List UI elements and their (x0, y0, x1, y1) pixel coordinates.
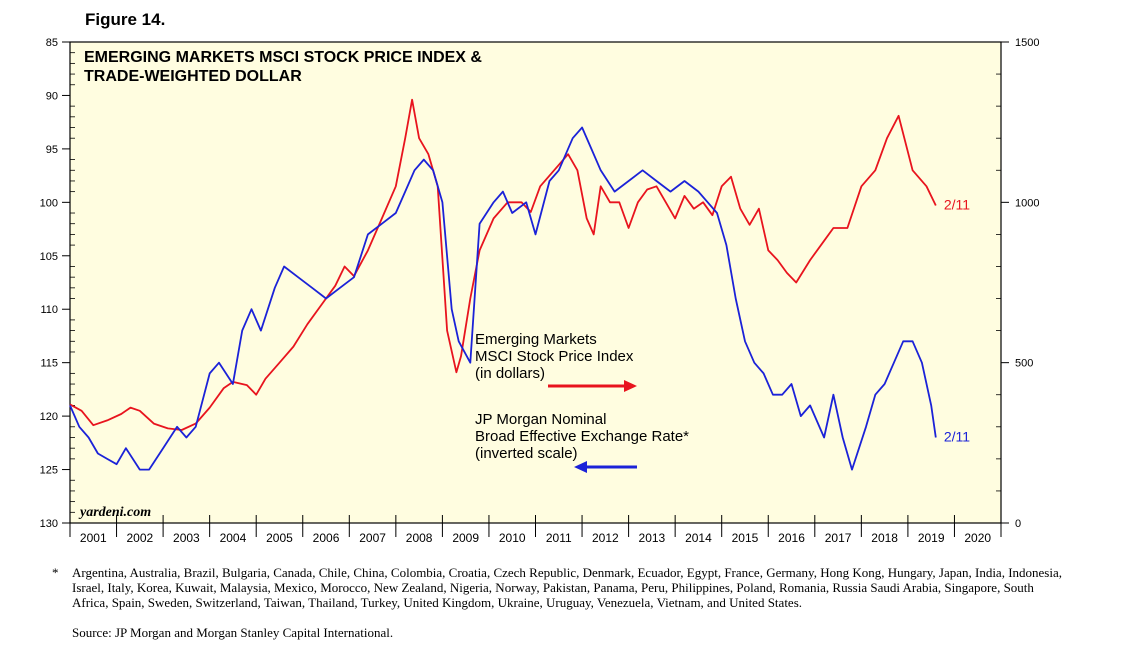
chart-title-line-2: TRADE-WEIGHTED DOLLAR (84, 68, 302, 85)
footnote-star: * (52, 565, 59, 580)
y-right-tick-label: 500 (1015, 358, 1033, 370)
axes: 85 90 95 100 105 110 115 120 125 130 0 500 1000 1500 2… (40, 37, 1040, 545)
x-tick-label: 2020 (964, 531, 991, 545)
x-tick-label: 2015 (732, 531, 759, 545)
y-left-tick-label: 125 (40, 465, 58, 477)
x-tick-label: 2016 (778, 531, 805, 545)
legend-dollar-line-1: JP Morgan Nominal (475, 411, 606, 428)
msci-line (69, 98, 937, 431)
y-left-tick-label: 120 (40, 411, 58, 423)
y-left-tick-label: 130 (40, 518, 58, 530)
x-tick-label: 2010 (499, 531, 526, 545)
x-tick-label: 2018 (871, 531, 898, 545)
y-left-tick-label: 110 (40, 304, 58, 316)
series-layer: 2/11 2/11 (69, 98, 970, 471)
dollar-line (69, 126, 937, 471)
dollar-end-label: 2/11 (944, 428, 970, 444)
x-tick-label: 2005 (266, 531, 293, 545)
chart: 85 90 95 100 105 110 115 120 125 130 0 500 1000 1500 2… (40, 37, 1040, 545)
legend-msci-line-2: MSCI Stock Price Index (475, 348, 634, 365)
x-tick-label: 2002 (126, 531, 153, 545)
legend-msci-line-3: (in dollars) (475, 365, 545, 382)
x-tick-label: 2014 (685, 531, 712, 545)
x-tick-label: 2008 (406, 531, 433, 545)
x-tick-label: 2001 (80, 531, 107, 545)
watermark: yardeni.com (78, 505, 151, 520)
x-tick-label: 2013 (639, 531, 666, 545)
y-left-tick-label: 105 (40, 251, 58, 263)
y-left-tick-label: 95 (46, 144, 58, 156)
x-tick-label: 2004 (220, 531, 247, 545)
footnote-text: Argentina, Australia, Brazil, Bulgaria, … (72, 565, 1062, 610)
y-left-tick-label: 90 (46, 90, 58, 102)
x-tick-label: 2009 (452, 531, 479, 545)
x-tick-label: 2003 (173, 531, 200, 545)
legend-dollar-line-3: (inverted scale) (475, 445, 578, 462)
x-tick-label: 2019 (918, 531, 945, 545)
x-tick-label: 2017 (825, 531, 852, 545)
y-right-tick-label: 0 (1015, 518, 1021, 530)
msci-end-label: 2/11 (944, 197, 970, 213)
x-tick-label: 2006 (313, 531, 340, 545)
y-left-tick-label: 100 (40, 197, 58, 209)
legend-dollar-arrow (574, 461, 637, 473)
x-tick-label: 2011 (546, 531, 572, 545)
legend-msci-arrow (548, 380, 637, 392)
x-tick-label: 2007 (359, 531, 386, 545)
source-note: Source: JP Morgan and Morgan Stanley Cap… (72, 625, 394, 640)
legend-dollar-line-2: Broad Effective Exchange Rate* (475, 428, 689, 445)
plot-area (69, 41, 1002, 524)
chart-title-line-1: EMERGING MARKETS MSCI STOCK PRICE INDEX … (84, 49, 482, 66)
y-left-tick-label: 115 (40, 358, 58, 370)
figure-label: Figure 14. (85, 10, 166, 29)
y-right-tick-label: 1500 (1015, 37, 1039, 49)
y-right-tick-label: 1000 (1015, 197, 1039, 209)
x-tick-label: 2012 (592, 531, 619, 545)
y-left-tick-label: 85 (46, 37, 58, 49)
legend-msci-line-1: Emerging Markets (475, 331, 597, 348)
